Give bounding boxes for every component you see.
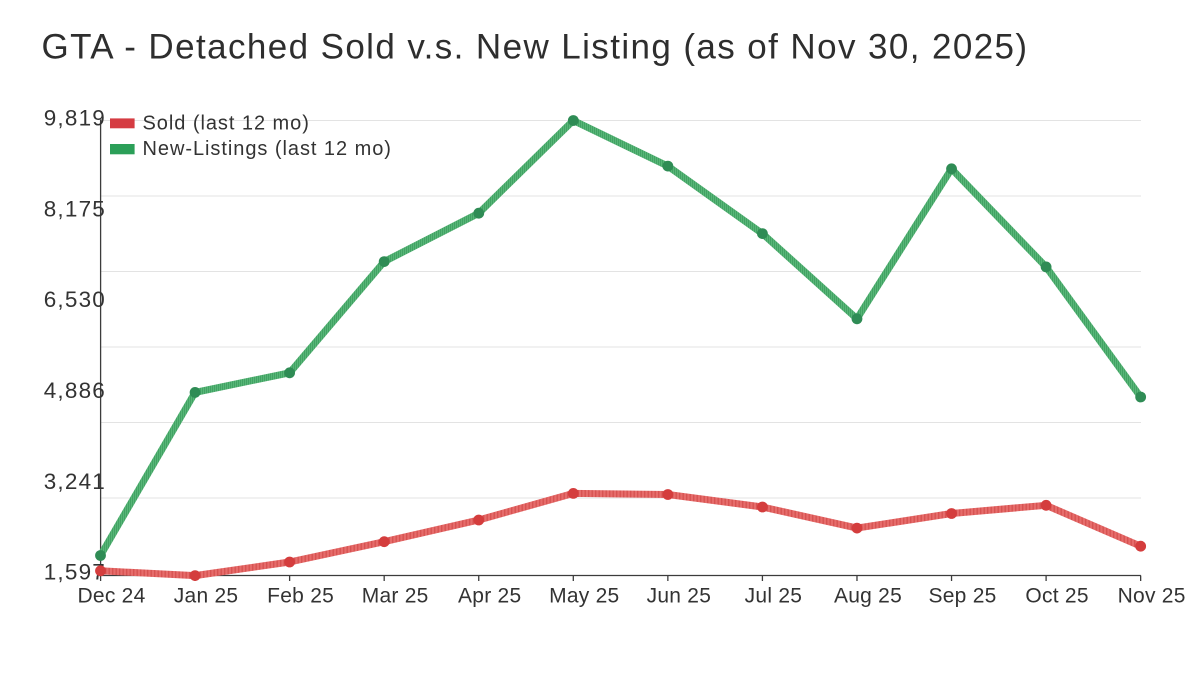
svg-text:Feb 25: Feb 25 bbox=[267, 585, 334, 608]
svg-text:GTA - Detached Sold v.s. New L: GTA - Detached Sold v.s. New Listing (as… bbox=[42, 28, 1029, 67]
svg-text:Sep 25: Sep 25 bbox=[929, 585, 997, 608]
svg-text:Nov 25: Nov 25 bbox=[1118, 585, 1186, 608]
svg-text:Sold (last 12 mo): Sold (last 12 mo) bbox=[143, 113, 310, 135]
svg-text:8,175: 8,175 bbox=[44, 196, 106, 221]
svg-text:May 25: May 25 bbox=[549, 585, 619, 608]
svg-text:New-Listings (last 12 mo): New-Listings (last 12 mo) bbox=[143, 138, 392, 160]
svg-text:Oct 25: Oct 25 bbox=[1025, 585, 1088, 608]
svg-text:Jul 25: Jul 25 bbox=[745, 585, 803, 608]
svg-text:Aug 25: Aug 25 bbox=[834, 585, 902, 608]
svg-text:Dec 24: Dec 24 bbox=[77, 585, 145, 608]
svg-text:Jan 25: Jan 25 bbox=[174, 585, 239, 608]
svg-text:Mar 25: Mar 25 bbox=[362, 585, 429, 608]
svg-text:1,597: 1,597 bbox=[44, 559, 106, 584]
svg-text:4,886: 4,886 bbox=[44, 378, 106, 403]
svg-text:3,241: 3,241 bbox=[44, 469, 106, 494]
svg-text:6,530: 6,530 bbox=[44, 287, 106, 312]
svg-text:Jun 25: Jun 25 bbox=[647, 585, 712, 608]
svg-text:9,819: 9,819 bbox=[44, 105, 106, 130]
svg-text:Apr 25: Apr 25 bbox=[458, 585, 521, 608]
